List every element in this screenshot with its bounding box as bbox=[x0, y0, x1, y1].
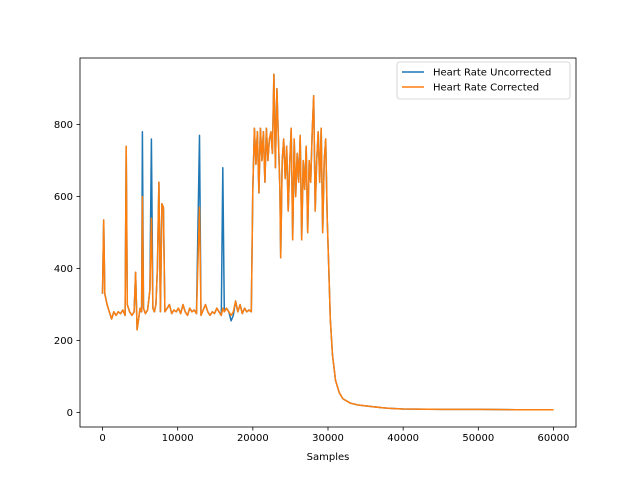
y-tick-label: 0 bbox=[67, 408, 73, 419]
plot-lines bbox=[101, 73, 554, 411]
x-tick-label: 50000 bbox=[462, 433, 494, 444]
legend-label: Heart Rate Uncorrected bbox=[433, 68, 551, 79]
x-axis-ticks: 0 10000 20000 30000 40000 50000 60000 bbox=[99, 427, 569, 444]
x-axis-label: Samples bbox=[307, 452, 350, 463]
x-tick-label: 20000 bbox=[237, 433, 269, 444]
series-line-corrected bbox=[101, 73, 554, 411]
x-tick-label: 30000 bbox=[312, 433, 344, 444]
x-tick-label: 0 bbox=[99, 433, 105, 444]
legend-label: Heart Rate Corrected bbox=[433, 83, 539, 94]
y-axis-ticks: 0 200 400 600 800 bbox=[54, 120, 80, 419]
legend-box bbox=[396, 61, 571, 100]
x-tick-label: 40000 bbox=[387, 433, 419, 444]
legend: Heart Rate Uncorrected Heart Rate Correct… bbox=[396, 61, 571, 100]
y-tick-label: 400 bbox=[54, 264, 73, 275]
y-tick-label: 600 bbox=[54, 192, 73, 203]
y-tick-label: 800 bbox=[54, 120, 73, 131]
x-tick-label: 60000 bbox=[538, 433, 570, 444]
y-tick-label: 200 bbox=[54, 336, 73, 347]
x-tick-label: 10000 bbox=[162, 433, 194, 444]
